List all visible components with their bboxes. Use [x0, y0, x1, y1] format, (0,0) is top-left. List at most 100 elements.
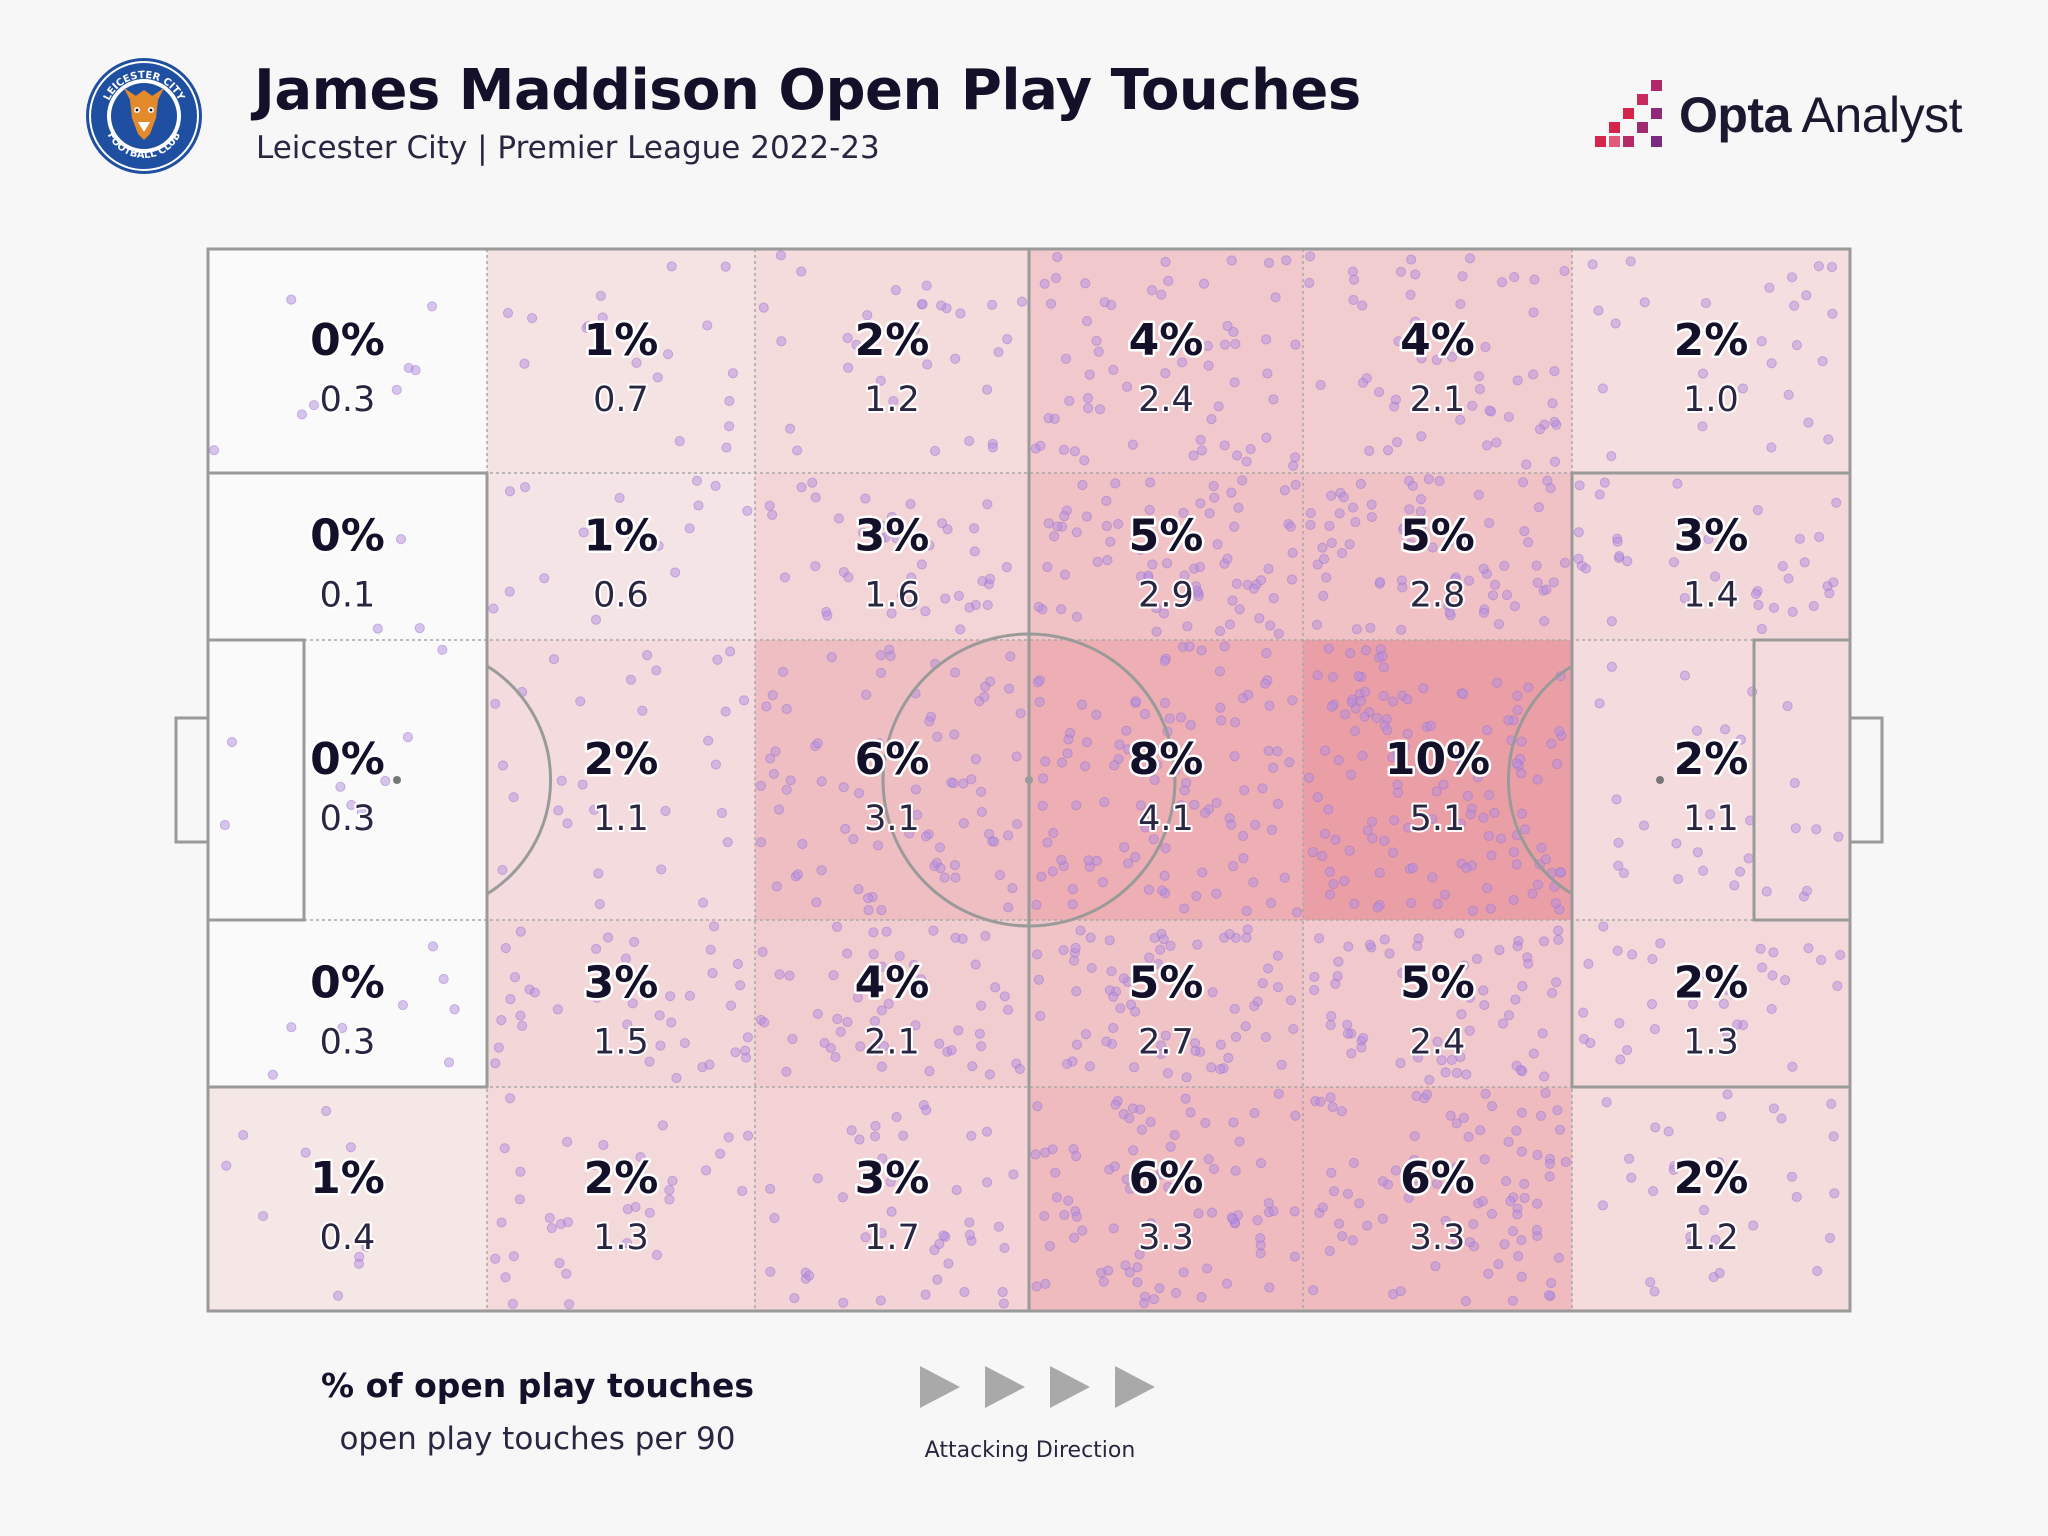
touch-dot — [1436, 1055, 1447, 1066]
touch-dot — [761, 701, 772, 712]
touch-dot — [1265, 620, 1276, 631]
touch-dot — [1121, 381, 1133, 392]
touch-dot — [1397, 582, 1408, 593]
touch-dot — [1289, 1206, 1300, 1217]
touch-dot — [1115, 1003, 1126, 1014]
touch-dot — [946, 1045, 957, 1056]
touch-dot — [1215, 1039, 1227, 1050]
touch-dot — [1152, 759, 1163, 771]
touch-dot — [950, 667, 961, 678]
touch-dot — [1701, 969, 1712, 980]
touch-dot — [872, 840, 884, 851]
touch-dot — [1403, 822, 1414, 833]
touch-dot — [1103, 1265, 1114, 1276]
touch-dot — [1284, 757, 1295, 768]
touch-dot — [1613, 837, 1624, 848]
play-triangle-icon — [1050, 1366, 1090, 1408]
touch-dot — [1229, 1003, 1240, 1014]
touch-dot — [934, 1038, 945, 1049]
touch-dot — [614, 492, 625, 503]
touch-dot — [1091, 335, 1102, 346]
touch-dot — [1372, 902, 1383, 913]
touch-dot — [852, 992, 863, 1003]
touch-dot — [1162, 1068, 1173, 1079]
touch-dot — [1766, 442, 1777, 453]
touch-dot — [679, 1037, 690, 1049]
touch-dot — [1342, 1019, 1353, 1031]
touch-dot — [1339, 709, 1351, 720]
touch-dot — [1039, 278, 1050, 289]
touch-dot — [767, 690, 778, 701]
touch-dot — [1121, 1174, 1133, 1185]
touch-dot — [426, 301, 438, 312]
touch-dot — [1193, 1208, 1204, 1219]
touch-dot — [932, 1274, 943, 1285]
brand-light-text: Analyst — [1801, 87, 1963, 143]
touch-dot — [915, 985, 926, 996]
touch-dot — [1406, 254, 1417, 265]
touch-dot — [1395, 266, 1407, 277]
touch-dot — [1473, 371, 1485, 382]
opta-analyst-logo: Opta Analyst — [1595, 76, 1975, 154]
touch-dot — [1281, 255, 1292, 266]
touch-dot — [1501, 1175, 1512, 1187]
touch-dot — [819, 1037, 830, 1049]
touch-dot — [720, 261, 731, 272]
touch-dot — [1347, 1235, 1358, 1246]
touch-dot — [894, 950, 905, 962]
touch-dot — [437, 644, 448, 655]
touch-dot — [876, 1061, 888, 1072]
touch-dot — [1543, 1290, 1555, 1301]
touch-dot — [1071, 986, 1082, 997]
touch-dot — [833, 513, 845, 524]
touch-dot — [520, 481, 531, 493]
touch-dot — [496, 1217, 507, 1228]
touch-dot — [1276, 1059, 1287, 1070]
touch-dot — [1516, 736, 1527, 747]
touch-dot — [1776, 1113, 1787, 1124]
touch-dot — [842, 1016, 853, 1028]
touch-dot — [1324, 866, 1336, 877]
touch-dot — [1672, 478, 1683, 489]
touch-dot — [563, 1299, 575, 1310]
touch-dot — [1165, 1141, 1176, 1152]
touch-dot — [1353, 671, 1364, 682]
touch-dot — [651, 665, 662, 676]
touch-dot — [1527, 888, 1538, 899]
touch-dot — [1503, 715, 1514, 726]
touch-dot — [1463, 575, 1475, 586]
touch-dot — [438, 973, 449, 985]
cell-percentage: 1% — [584, 511, 659, 562]
touch-dot — [1011, 751, 1022, 762]
touch-dot — [662, 349, 674, 360]
touch-dot — [957, 933, 968, 944]
touch-dot — [602, 932, 614, 943]
touch-dot — [1071, 1150, 1082, 1162]
touch-dot — [684, 523, 695, 534]
touch-dot — [1480, 1088, 1491, 1099]
touch-dot — [1064, 727, 1076, 739]
touch-dot — [1260, 1031, 1271, 1043]
touch-dot — [664, 1184, 675, 1196]
cell-percentage: 2% — [1674, 734, 1749, 785]
touch-dot — [1160, 368, 1171, 379]
touch-dot — [1032, 1101, 1043, 1112]
touch-dot — [785, 423, 796, 434]
touch-dot — [1554, 726, 1565, 737]
touch-dot — [1249, 1107, 1260, 1119]
touch-dot — [1051, 1192, 1062, 1203]
touch-dot — [1464, 1236, 1476, 1248]
cell-per90-value: 0.7 — [593, 380, 649, 420]
touch-dot — [1139, 708, 1151, 720]
touch-dot — [1263, 963, 1274, 974]
touch-dot — [515, 1010, 526, 1021]
touch-dot — [987, 442, 999, 453]
touch-dot — [1255, 1248, 1266, 1259]
touch-dot — [779, 572, 791, 583]
touch-dot — [1451, 1162, 1462, 1173]
touch-dot — [1483, 830, 1494, 842]
touch-dot — [1288, 460, 1299, 471]
touch-dot — [1509, 601, 1521, 612]
touch-dot — [1671, 838, 1682, 849]
touch-dot — [219, 819, 230, 831]
